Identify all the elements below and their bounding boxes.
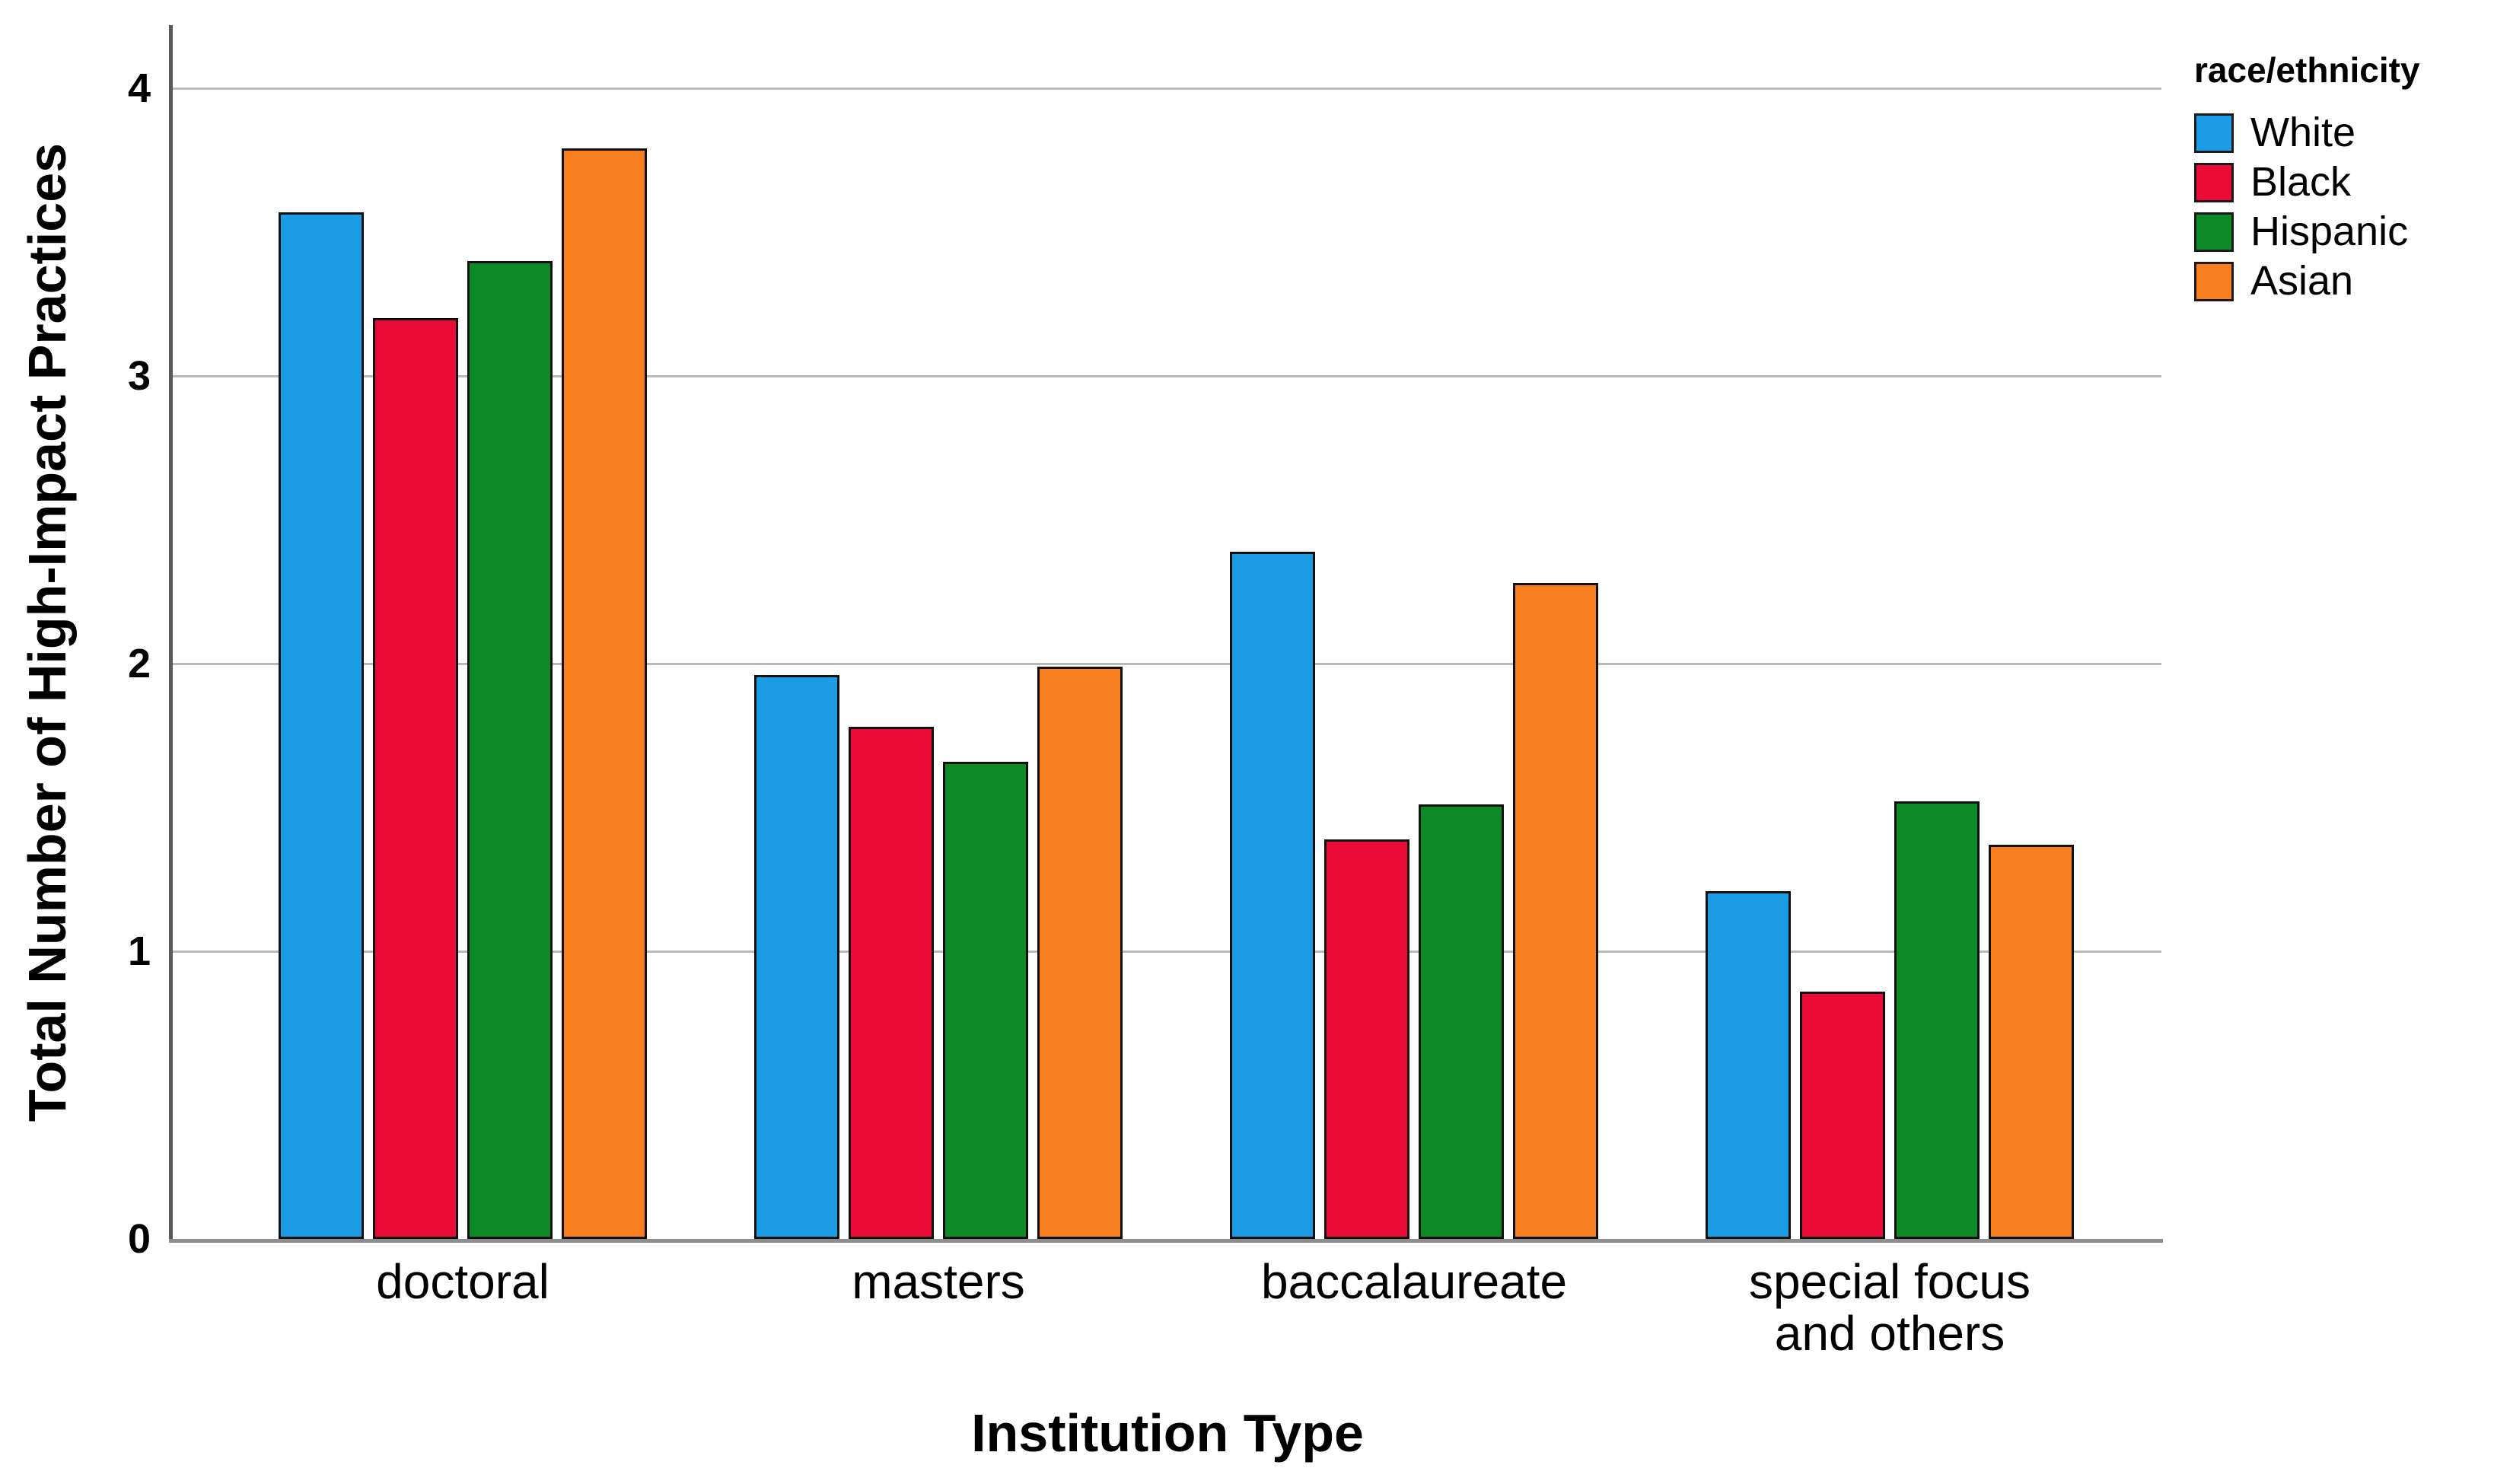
bar-white-2 bbox=[754, 675, 839, 1239]
category-label-4: special focus and others bbox=[1749, 1254, 2031, 1361]
gridline-3 bbox=[173, 375, 2161, 377]
bar-asian-3 bbox=[1513, 583, 1598, 1239]
legend-entry-asian: Asian bbox=[2194, 256, 2492, 306]
bar-group-4 bbox=[1706, 27, 2074, 1239]
legend-label-asian: Asian bbox=[2250, 258, 2354, 304]
y-tick-label-1: 1 bbox=[127, 928, 151, 974]
gridline-1 bbox=[173, 951, 2161, 953]
legend-label-white: White bbox=[2250, 110, 2356, 155]
bar-black-4 bbox=[1800, 992, 1885, 1239]
legend-swatch-white bbox=[2194, 113, 2234, 153]
legend-label-black: Black bbox=[2250, 159, 2352, 205]
y-tick-label-4: 4 bbox=[127, 65, 151, 111]
bar-white-4 bbox=[1706, 891, 1791, 1239]
bar-black-1 bbox=[373, 318, 458, 1239]
legend-swatch-hispanic bbox=[2194, 212, 2234, 252]
legend-entry-black: Black bbox=[2194, 158, 2492, 207]
bar-white-1 bbox=[279, 212, 364, 1239]
gridline-4 bbox=[173, 88, 2161, 90]
bar-asian-1 bbox=[562, 148, 647, 1239]
bar-hispanic-3 bbox=[1419, 804, 1504, 1239]
category-label-1: doctoral bbox=[376, 1254, 549, 1309]
legend-label-hispanic: Hispanic bbox=[2250, 209, 2409, 254]
legend-title: race/ethnicity bbox=[2194, 50, 2420, 90]
category-label-3: baccalaureate bbox=[1260, 1254, 1568, 1309]
y-tick-label-3: 3 bbox=[127, 353, 151, 399]
legend-entry-hispanic: Hispanic bbox=[2194, 207, 2492, 256]
bar-asian-4 bbox=[1989, 845, 2074, 1239]
bar-white-3 bbox=[1230, 552, 1315, 1239]
bar-group-3 bbox=[1230, 27, 1598, 1239]
x-axis-line bbox=[169, 1239, 2163, 1243]
legend-entries: White Black Hispanic Asian bbox=[2194, 108, 2492, 306]
category-label-2: masters bbox=[852, 1254, 1025, 1309]
y-tick-label-0: 0 bbox=[127, 1216, 151, 1262]
bar-black-2 bbox=[849, 727, 934, 1239]
x-axis-title: Institution Type bbox=[971, 1403, 1364, 1463]
bar-group-1 bbox=[279, 27, 647, 1239]
bar-hispanic-4 bbox=[1894, 801, 1980, 1239]
bar-hispanic-1 bbox=[467, 261, 553, 1239]
legend: race/ethnicity White Black Hispanic Asian bbox=[2194, 47, 2492, 306]
bar-hispanic-2 bbox=[943, 762, 1028, 1239]
legend-swatch-asian bbox=[2194, 261, 2234, 301]
y-axis-line bbox=[169, 25, 173, 1243]
gridline-2 bbox=[173, 663, 2161, 665]
legend-entry-white: White bbox=[2194, 108, 2492, 158]
legend-swatch-black bbox=[2194, 162, 2234, 202]
bar-asian-2 bbox=[1037, 667, 1123, 1239]
bar-group-2 bbox=[754, 27, 1123, 1239]
bar-black-3 bbox=[1324, 839, 1409, 1239]
y-tick-label-2: 2 bbox=[127, 641, 151, 686]
